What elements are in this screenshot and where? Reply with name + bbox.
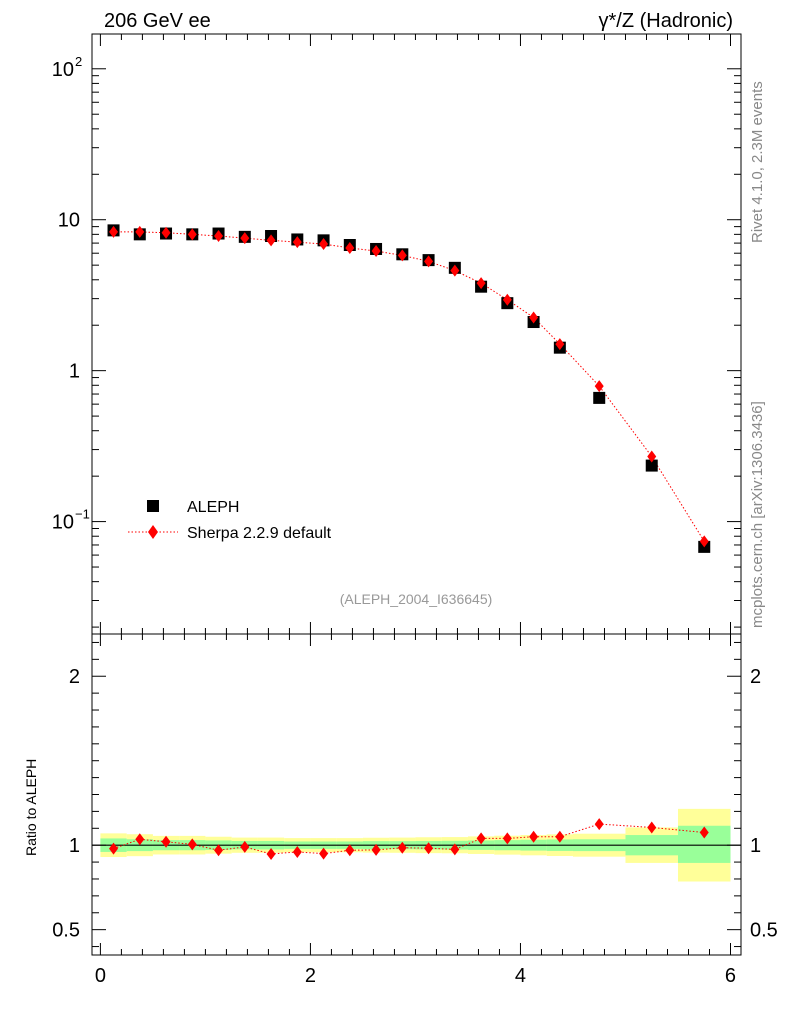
main-y-tick-label-exp-0: 2 (75, 54, 82, 69)
legend-mc-label: Sherpa 2.2.9 default (187, 525, 332, 542)
ratio-mc-point-5 (240, 840, 250, 853)
mc-point-9 (345, 241, 355, 254)
main-y-tick-label-2: 1 (69, 361, 80, 383)
mc-point-15 (502, 293, 512, 306)
analysis-watermark: (ALEPH_2004_I636645) (340, 591, 493, 607)
mc-point-6 (266, 234, 276, 247)
ratio-mc-point-18 (594, 818, 604, 831)
x-tick-label-4: 4 (515, 965, 526, 987)
ratio-y-axis-title: Ratio to ALEPH (23, 759, 39, 856)
ratio-y-tick-label-left-2: 2 (69, 666, 80, 688)
ratio-mc-point-9 (345, 844, 355, 857)
mc-point-3 (187, 228, 197, 241)
aleph-point-19 (645, 459, 658, 472)
mc-point-17 (555, 338, 565, 351)
x-tick-label-6: 6 (725, 965, 736, 987)
ratio-y-tick-label-left-1: 1 (69, 835, 80, 857)
ratio-y-tick-label-left-0.5: 0.5 (52, 920, 80, 942)
mc-point-0 (109, 225, 119, 238)
ratio-mc-point-11 (397, 841, 407, 854)
mc-point-20 (699, 535, 709, 548)
mc-point-13 (450, 264, 460, 277)
mc-point-8 (319, 238, 329, 251)
mc-point-1 (135, 225, 145, 238)
rivet-version-label: Rivet 4.1.0, 2.3M events (749, 81, 766, 243)
ratio-mc-point-15 (502, 832, 512, 845)
ratio-y-tick-label-right-2: 2 (750, 666, 761, 688)
mc-point-11 (397, 249, 407, 262)
ratio-mc-point-10 (371, 843, 381, 856)
mc-point-7 (292, 236, 302, 249)
mc-point-5 (240, 232, 250, 245)
legend: ALEPH Sherpa 2.2.9 default (128, 499, 332, 542)
ratio-mc-point-8 (319, 847, 329, 860)
mc-point-16 (529, 311, 539, 324)
legend-data-label: ALEPH (187, 499, 239, 516)
ratio-mc-point-1 (135, 833, 145, 846)
ratio-mc-point-6 (266, 847, 276, 860)
legend-mc-marker (148, 525, 158, 539)
ratio-mc-point-2 (161, 835, 171, 848)
ratio-frame (91, 633, 742, 956)
mc-point-19 (647, 450, 657, 463)
ratio-mc-point-4 (214, 844, 224, 857)
mc-point-10 (371, 245, 381, 258)
aleph-point-18 (593, 391, 606, 404)
mc-point-4 (214, 230, 224, 243)
ratio-mc-point-17 (555, 830, 565, 843)
legend-data-marker (147, 500, 159, 512)
main-y-tick-label-base-3: 10 (52, 512, 74, 534)
ratio-mc-point-0 (109, 842, 119, 855)
ratio-panel: 0 2 4 6 0.5 0.5 1 1 2 2 (52, 633, 778, 987)
ratio-mc-point-16 (529, 830, 539, 843)
ratio-mc-point-19 (647, 821, 657, 834)
header-left-label: 206 GeV ee (104, 10, 211, 32)
ratio-mc-point-12 (424, 842, 434, 855)
main-y-tick-label-base-0: 10 (52, 59, 74, 81)
ratio-mc-point-20 (699, 826, 709, 839)
mc-point-12 (424, 255, 434, 268)
main-y-tick-label-1: 10 (58, 210, 80, 232)
mc-point-18 (594, 380, 604, 393)
ratio-y-tick-label-right-1: 1 (750, 835, 761, 857)
main-y-tick-label-exp-3: −1 (75, 507, 90, 522)
x-tick-label-2: 2 (305, 965, 316, 987)
ratio-mc-point-13 (450, 843, 460, 856)
main-frame (91, 33, 742, 635)
ratio-mc-point-14 (476, 832, 486, 845)
mc-point-14 (476, 277, 486, 290)
mcplots-label: mcplots.cern.ch [arXiv:1306.3436] (749, 401, 766, 628)
mc-point-2 (161, 226, 171, 239)
ratio-mc-point-3 (187, 838, 197, 851)
ratio-mc-point-7 (292, 845, 302, 858)
mc-curve (113, 231, 705, 542)
x-tick-label-0: 0 (95, 965, 106, 987)
ratio-y-tick-label-right-0.5: 0.5 (750, 920, 778, 942)
header-right-label: γ*/Z (Hadronic) (599, 10, 733, 32)
